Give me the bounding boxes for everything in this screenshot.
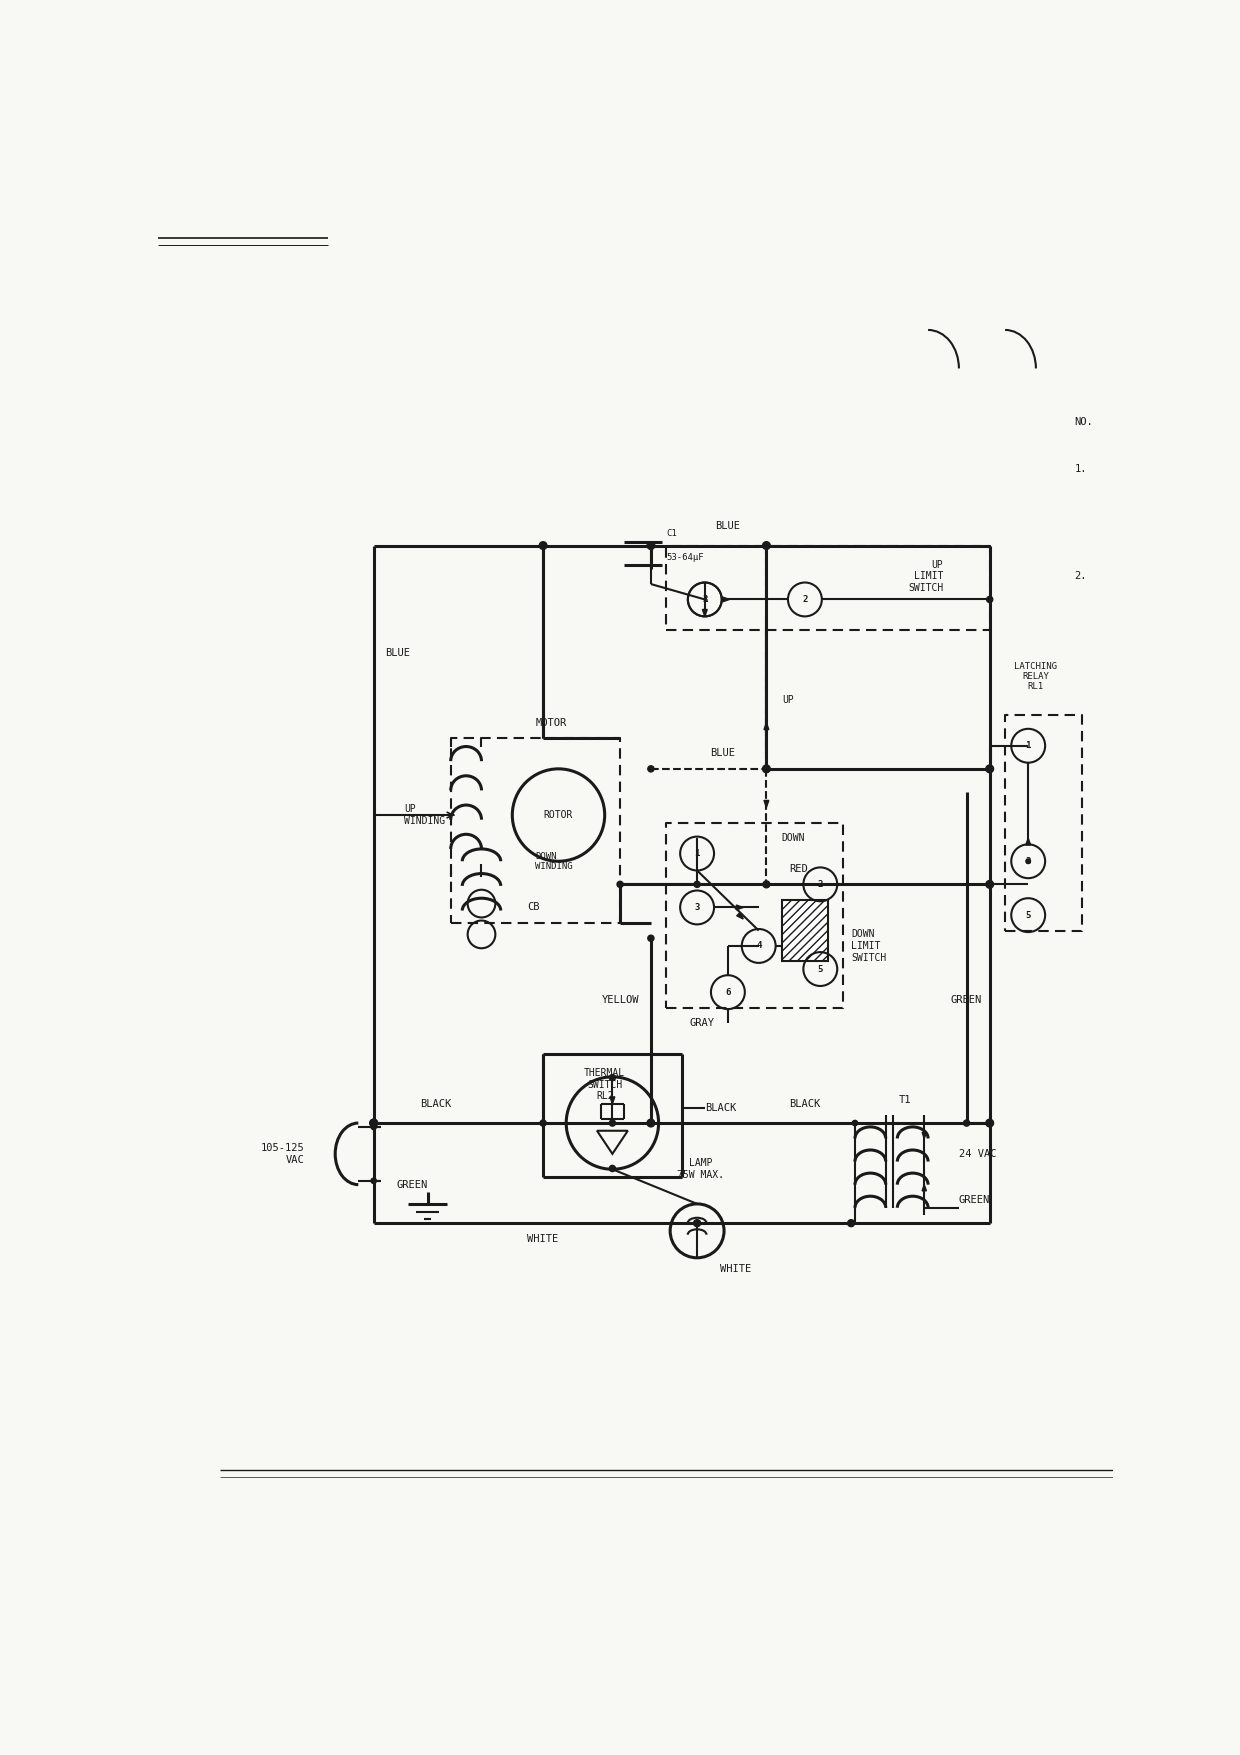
Text: 1.: 1.: [1074, 463, 1087, 474]
Bar: [781, 900, 828, 962]
Text: BLACK: BLACK: [704, 1102, 737, 1113]
Circle shape: [848, 1220, 854, 1227]
Text: DOWN: DOWN: [781, 834, 805, 842]
Text: RED: RED: [790, 863, 808, 874]
Text: MOTOR: MOTOR: [536, 718, 567, 728]
Circle shape: [763, 542, 770, 549]
Text: 2: 2: [817, 879, 823, 888]
Polygon shape: [610, 1097, 615, 1104]
Circle shape: [1025, 858, 1030, 863]
Circle shape: [647, 1120, 655, 1127]
Text: 2: 2: [802, 595, 807, 604]
Text: UP
WINDING: UP WINDING: [404, 804, 445, 827]
Circle shape: [963, 1120, 970, 1127]
Text: UP: UP: [781, 695, 794, 704]
Text: DOWN
LIMIT
SWITCH: DOWN LIMIT SWITCH: [851, 930, 887, 962]
Polygon shape: [723, 597, 729, 602]
Circle shape: [694, 881, 701, 888]
Text: 53-64μF: 53-64μF: [666, 553, 704, 562]
Circle shape: [647, 935, 653, 941]
Text: 105-125
VAC: 105-125 VAC: [260, 1143, 304, 1165]
Text: 2.: 2.: [1074, 572, 1087, 581]
Polygon shape: [764, 723, 769, 730]
Text: GREEN: GREEN: [397, 1179, 428, 1190]
Polygon shape: [923, 1185, 926, 1192]
Text: 24 VAC: 24 VAC: [959, 1150, 997, 1158]
Circle shape: [986, 1120, 993, 1127]
Circle shape: [609, 1165, 615, 1172]
Text: T1: T1: [899, 1095, 911, 1106]
Text: BLACK: BLACK: [419, 1099, 451, 1109]
Text: 6: 6: [725, 988, 730, 997]
Circle shape: [609, 1120, 615, 1127]
Circle shape: [370, 1120, 377, 1127]
Text: ROTOR: ROTOR: [544, 811, 573, 820]
Text: WHITE: WHITE: [527, 1234, 559, 1244]
Text: THERMAL
SWITCH
RL2: THERMAL SWITCH RL2: [584, 1069, 625, 1100]
Circle shape: [539, 1120, 546, 1127]
Text: 3: 3: [1025, 856, 1030, 865]
Circle shape: [371, 1125, 377, 1130]
Circle shape: [647, 542, 655, 549]
Text: 3: 3: [694, 904, 699, 913]
Circle shape: [370, 1120, 377, 1127]
Text: BLUE: BLUE: [711, 748, 735, 758]
Circle shape: [694, 1220, 701, 1227]
Text: GREEN: GREEN: [959, 1195, 991, 1206]
Circle shape: [987, 597, 993, 602]
Polygon shape: [923, 1132, 926, 1139]
Polygon shape: [737, 906, 743, 909]
Text: UP
LIMIT
SWITCH: UP LIMIT SWITCH: [908, 560, 944, 593]
Text: GREEN: GREEN: [951, 995, 982, 1006]
Circle shape: [693, 1220, 701, 1227]
Text: 1: 1: [694, 849, 699, 858]
Text: DOWN
WINDING: DOWN WINDING: [536, 851, 573, 870]
Text: GRAY: GRAY: [689, 1018, 714, 1028]
Text: WHITE: WHITE: [720, 1264, 751, 1274]
Polygon shape: [702, 609, 707, 616]
Text: BLACK: BLACK: [790, 1099, 821, 1109]
Text: LAMP
75W MAX.: LAMP 75W MAX.: [677, 1158, 724, 1179]
Text: 5: 5: [1025, 911, 1030, 920]
Text: BLUE: BLUE: [386, 648, 410, 658]
Circle shape: [647, 765, 653, 772]
Text: 5: 5: [817, 965, 823, 974]
Polygon shape: [764, 800, 769, 807]
Circle shape: [986, 881, 993, 888]
Text: 1: 1: [1025, 741, 1030, 749]
Polygon shape: [1025, 839, 1030, 846]
Text: NO.: NO.: [1074, 418, 1094, 428]
Text: 4: 4: [756, 941, 761, 951]
Circle shape: [539, 542, 547, 549]
Text: LATCHING
RELAY
RL1: LATCHING RELAY RL1: [1014, 662, 1058, 691]
Text: BLUE: BLUE: [715, 521, 740, 532]
Text: 3: 3: [702, 595, 708, 604]
Text: CB: CB: [528, 902, 541, 913]
Circle shape: [763, 881, 770, 888]
Circle shape: [986, 765, 993, 772]
Circle shape: [763, 765, 770, 772]
Circle shape: [609, 1074, 615, 1081]
Circle shape: [618, 881, 624, 888]
Polygon shape: [737, 913, 743, 920]
Text: 1: 1: [702, 595, 708, 604]
Circle shape: [852, 1120, 858, 1125]
Text: C1: C1: [666, 530, 677, 539]
Text: YELLOW: YELLOW: [601, 995, 640, 1006]
Circle shape: [371, 1178, 377, 1183]
